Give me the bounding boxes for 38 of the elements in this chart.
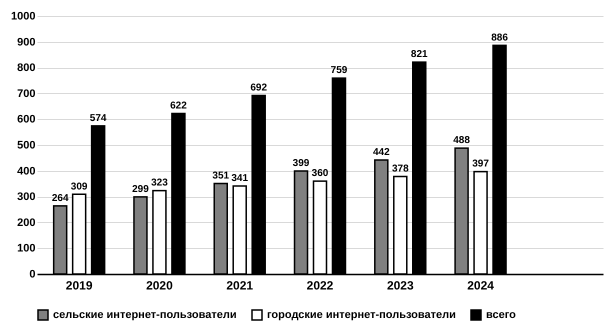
y-tick-label: 300 xyxy=(17,191,36,204)
data-label: 574 xyxy=(90,112,107,124)
y-tick-label: 500 xyxy=(17,140,36,152)
y-tick-label: 0 xyxy=(29,268,36,280)
data-label: 622 xyxy=(170,100,188,112)
data-label: 397 xyxy=(472,158,490,170)
data-label: 488 xyxy=(453,135,470,146)
legend-label: всего xyxy=(486,309,516,321)
y-tick-label: 100 xyxy=(17,242,36,255)
data-label: 821 xyxy=(410,49,428,60)
legend-label: сельские интернет-пользователи xyxy=(53,309,237,321)
data-label: 309 xyxy=(70,181,88,192)
y-tick-label: 400 xyxy=(17,165,36,178)
x-tick-label: 2020 xyxy=(146,278,174,292)
y-tick-label: 900 xyxy=(17,36,36,48)
data-label: 341 xyxy=(231,173,248,184)
y-tick-label: 700 xyxy=(17,88,36,100)
legend-label: городские интернет-пользователи xyxy=(267,309,456,321)
data-label: 759 xyxy=(330,65,348,76)
data-label: 692 xyxy=(250,82,268,94)
data-label: 351 xyxy=(212,170,230,182)
data-label: 399 xyxy=(292,158,310,170)
x-tick-label: 2019 xyxy=(66,278,93,292)
y-tick-label: 600 xyxy=(17,114,36,126)
x-tick-label: 2024 xyxy=(467,278,494,292)
y-tick-label: 800 xyxy=(17,62,36,74)
data-label: 299 xyxy=(132,184,150,195)
data-label: 886 xyxy=(491,32,508,44)
x-tick-label: 2023 xyxy=(386,278,414,292)
y-tick-label: 200 xyxy=(17,216,36,229)
x-tick-label: 2021 xyxy=(226,278,254,292)
data-label: 323 xyxy=(151,178,168,189)
data-label: 264 xyxy=(52,192,69,204)
y-tick-label: 1000 xyxy=(11,10,36,22)
data-label: 378 xyxy=(392,163,410,174)
data-label: 442 xyxy=(372,146,390,158)
data-label: 360 xyxy=(312,168,329,180)
x-tick-label: 2022 xyxy=(306,278,334,292)
